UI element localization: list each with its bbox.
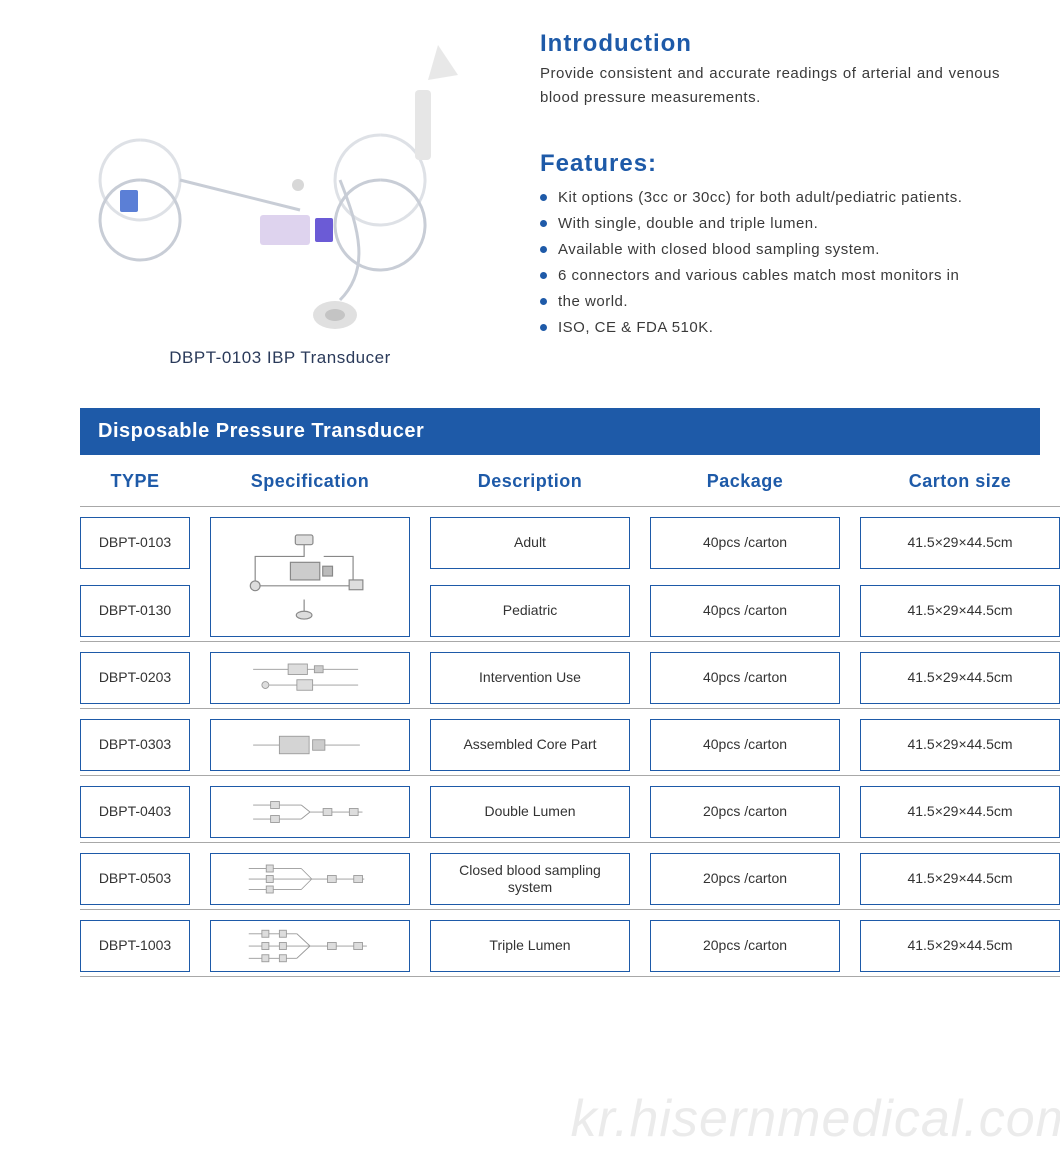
cell-carton: 41.5×29×44.5cm [860,652,1060,704]
col-header-spec: Specification [210,455,410,502]
cell-spec [210,853,410,905]
spec-diagram-icon [217,724,403,766]
cell-carton: 41.5×29×44.5cm [860,517,1060,569]
spec-diagram-icon [217,791,403,833]
cell-package: 40pcs /carton [650,719,840,771]
cell-desc: Double Lumen [430,786,630,838]
spec-diagram-icon [217,925,403,967]
cell-spec [210,920,410,972]
col-header-package: Package [650,455,840,502]
spec-table: TYPE Specification Description Package C… [80,455,1040,987]
carton-group: 41.5×29×44.5cm 41.5×29×44.5cm [860,517,1060,637]
cell-type: DBPT-0503 [80,853,190,905]
cell-desc: Pediatric [430,585,630,637]
cell-type: DBPT-0303 [80,719,190,771]
type-group: DBPT-0103 DBPT-0130 [80,517,190,637]
cell-spec [210,786,410,838]
divider [80,708,1060,709]
spec-diagram-icon [217,858,403,900]
table-section: Disposable Pressure Transducer TYPE Spec… [0,408,1060,987]
feature-item: With single, double and triple lumen. [540,212,1000,236]
table-title: Disposable Pressure Transducer [80,408,1040,455]
cell-desc: Adult [430,517,630,569]
cell-carton: 41.5×29×44.5cm [860,719,1060,771]
cell-package: 40pcs /carton [650,517,840,569]
info-column: Introduction Provide consistent and accu… [540,30,1000,368]
cell-type: DBPT-0130 [80,585,190,637]
divider [80,775,1060,776]
watermark-text: kr.hisernmedical.com [571,1089,1060,1149]
cell-package: 40pcs /carton [650,585,840,637]
package-group: 40pcs /carton 40pcs /carton [650,517,840,637]
cell-spec [210,719,410,771]
cell-type: DBPT-0203 [80,652,190,704]
desc-group: Adult Pediatric [430,517,630,637]
features-list: Kit options (3cc or 30cc) for both adult… [540,186,1000,340]
col-header-carton: Carton size [860,455,1060,502]
divider [80,842,1060,843]
cell-package: 20pcs /carton [650,920,840,972]
feature-item: ISO, CE & FDA 510K. [540,316,1000,340]
feature-item: 6 connectors and various cables match mo… [540,264,1000,288]
cell-spec [210,652,410,704]
cell-desc: Triple Lumen [430,920,630,972]
cell-carton: 41.5×29×44.5cm [860,786,1060,838]
top-section: DBPT-0103 IBP Transducer Introduction Pr… [0,0,1060,408]
product-caption: DBPT-0103 IBP Transducer [60,348,500,368]
cell-desc: Intervention Use [430,652,630,704]
cell-carton: 41.5×29×44.5cm [860,853,1060,905]
divider [80,976,1060,977]
col-header-type: TYPE [80,455,190,502]
feature-item: Kit options (3cc or 30cc) for both adult… [540,186,1000,210]
cell-desc: Closed blood sampling system [430,853,630,905]
cell-package: 20pcs /carton [650,786,840,838]
divider [80,506,1060,507]
divider [80,641,1060,642]
cell-package: 20pcs /carton [650,853,840,905]
cell-spec-shared [210,517,410,637]
feature-item: the world. [540,290,1000,314]
product-illustration-svg [60,30,480,340]
cell-package: 40pcs /carton [650,652,840,704]
cell-type: DBPT-1003 [80,920,190,972]
product-image [60,30,480,340]
product-column: DBPT-0103 IBP Transducer [60,30,500,368]
intro-text: Provide consistent and accurate readings… [540,62,1000,110]
features-heading: Features: [540,150,1000,178]
cell-desc: Assembled Core Part [430,719,630,771]
feature-item: Available with closed blood sampling sys… [540,238,1000,262]
cell-carton: 41.5×29×44.5cm [860,920,1060,972]
cell-type: DBPT-0403 [80,786,190,838]
cell-carton: 41.5×29×44.5cm [860,585,1060,637]
divider [80,909,1060,910]
spec-diagram-icon [217,657,403,699]
intro-heading: Introduction [540,30,1000,58]
col-header-desc: Description [430,455,630,502]
cell-type: DBPT-0103 [80,517,190,569]
spec-diagram-icon [217,522,403,632]
